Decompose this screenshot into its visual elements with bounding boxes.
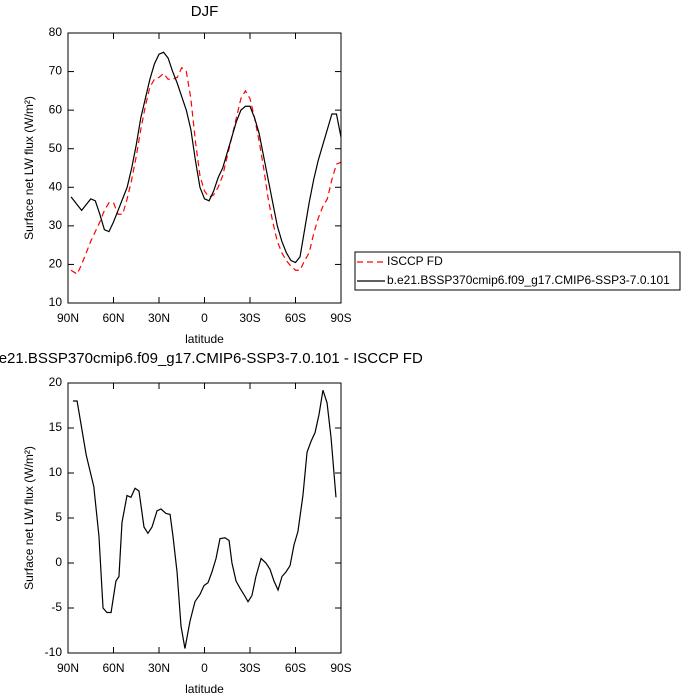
y-tick-label: 5 <box>55 510 62 524</box>
y-tick-label: 60 <box>49 102 63 116</box>
x-tick-label: 30S <box>239 311 260 325</box>
x-tick-label: 30S <box>239 661 260 675</box>
y-tick-label: 70 <box>49 64 63 78</box>
x-tick-label: 30N <box>148 311 170 325</box>
x-tick-label: 60S <box>285 661 306 675</box>
y-tick-label: 40 <box>49 179 63 193</box>
x-tick-label: 90N <box>57 311 79 325</box>
y-tick-label: -10 <box>45 645 63 659</box>
x-axis-label: latitude <box>185 332 224 346</box>
plot-frame <box>67 32 342 304</box>
x-tick-label: 60S <box>285 311 306 325</box>
x-tick-label: 30N <box>148 661 170 675</box>
y-axis-label: Surface net LW flux (W/m²) <box>22 446 36 590</box>
y-tick-label: 30 <box>49 218 63 232</box>
y-tick-label: 80 <box>49 25 63 39</box>
series-line <box>70 66 342 275</box>
chart-title: DJF <box>191 3 219 20</box>
y-tick-label: 10 <box>49 295 63 309</box>
x-tick-label: 90S <box>330 661 351 675</box>
y-tick-label: 10 <box>49 465 63 479</box>
y-tick-label: 50 <box>49 141 63 155</box>
legend-label: ISCCP FD <box>387 254 443 268</box>
y-tick-label: 0 <box>55 555 62 569</box>
series-line <box>73 390 337 649</box>
x-tick-label: 60N <box>102 311 124 325</box>
legend-label: b.e21.BSSP370cmip6.f09_g17.CMIP6-SSP3-7.… <box>387 273 670 287</box>
y-tick-label: 15 <box>49 420 63 434</box>
x-tick-label: 90N <box>57 661 79 675</box>
x-axis-label: latitude <box>185 682 224 696</box>
y-tick-label: -5 <box>51 600 62 614</box>
plot-frame <box>67 382 342 654</box>
y-tick-label: 20 <box>49 375 63 389</box>
chart-title: b.e21.BSSP370cmip6.f09_g17.CMIP6-SSP3-7.… <box>0 350 423 367</box>
legend-box <box>354 251 681 291</box>
x-tick-label: 0 <box>201 311 208 325</box>
y-tick-label: 20 <box>49 257 63 271</box>
x-tick-label: 60N <box>102 661 124 675</box>
x-tick-label: 0 <box>201 661 208 675</box>
y-axis-label: Surface net LW flux (W/m²) <box>22 96 36 240</box>
x-tick-label: 90S <box>330 311 351 325</box>
series-line <box>70 51 342 264</box>
